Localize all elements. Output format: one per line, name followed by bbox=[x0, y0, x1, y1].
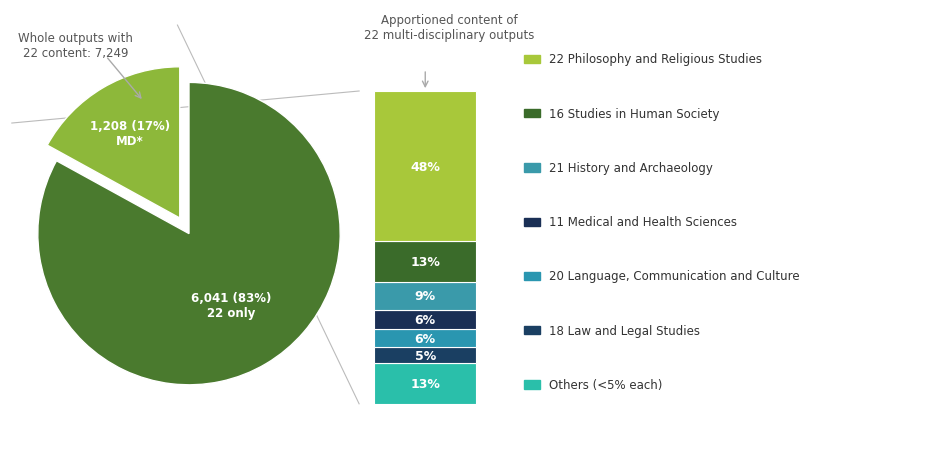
Text: 9%: 9% bbox=[414, 290, 435, 303]
Text: Others (<5% each): Others (<5% each) bbox=[548, 378, 662, 391]
Text: 22 Philosophy and Religious Studies: 22 Philosophy and Religious Studies bbox=[548, 53, 761, 66]
Wedge shape bbox=[38, 83, 340, 385]
Bar bbox=[374, 364, 476, 404]
Bar bbox=[374, 241, 476, 282]
Text: 6,041 (83%)
22 only: 6,041 (83%) 22 only bbox=[191, 291, 271, 319]
Text: 16 Studies in Human Society: 16 Studies in Human Society bbox=[548, 107, 718, 120]
Text: 18 Law and Legal Studies: 18 Law and Legal Studies bbox=[548, 324, 700, 337]
Text: Apportioned content of
22 multi-disciplinary outputs: Apportioned content of 22 multi-discipli… bbox=[363, 14, 533, 42]
Text: 11 Medical and Health Sciences: 11 Medical and Health Sciences bbox=[548, 216, 736, 229]
Text: 6%: 6% bbox=[414, 332, 435, 345]
Text: 48%: 48% bbox=[410, 160, 440, 173]
Text: 13%: 13% bbox=[410, 377, 440, 390]
Bar bbox=[374, 310, 476, 329]
Text: 13%: 13% bbox=[410, 255, 440, 269]
Text: 21 History and Archaeology: 21 History and Archaeology bbox=[548, 162, 712, 174]
Wedge shape bbox=[47, 67, 179, 218]
Text: Whole outputs with
22 content: 7,249: Whole outputs with 22 content: 7,249 bbox=[18, 32, 133, 60]
Text: 6%: 6% bbox=[414, 313, 435, 326]
Bar bbox=[374, 329, 476, 348]
Text: 20 Language, Communication and Culture: 20 Language, Communication and Culture bbox=[548, 270, 799, 283]
Text: 5%: 5% bbox=[414, 349, 435, 362]
Bar bbox=[374, 348, 476, 364]
Text: 1,208 (17%)
MD*: 1,208 (17%) MD* bbox=[90, 120, 170, 148]
Bar bbox=[374, 92, 476, 241]
Bar bbox=[374, 282, 476, 310]
